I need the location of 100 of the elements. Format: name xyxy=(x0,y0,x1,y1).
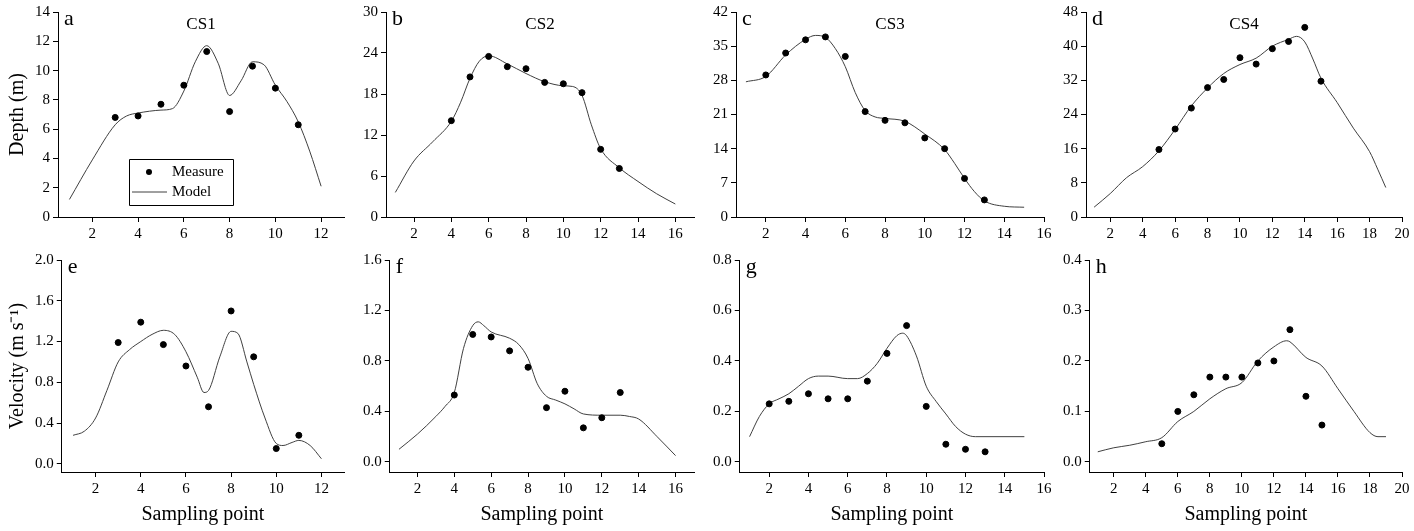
y-tick-label: 35 xyxy=(713,37,728,54)
x-tick-label: 16 xyxy=(668,479,684,496)
point xyxy=(157,100,165,108)
point xyxy=(1174,407,1182,415)
point xyxy=(561,387,569,395)
y-tick-label: 0.8 xyxy=(363,351,382,368)
y-tick-label: 0 xyxy=(1070,207,1078,224)
x-tick-label: 14 xyxy=(996,224,1013,241)
x-tick-label: 2 xyxy=(413,479,422,496)
point xyxy=(541,78,549,86)
point xyxy=(182,362,190,370)
x-tick-label: 18 xyxy=(1362,479,1378,496)
x-tick-label: 14 xyxy=(630,224,646,241)
point xyxy=(579,424,587,432)
x-tick-label: 2 xyxy=(410,224,418,241)
point xyxy=(1190,391,1198,399)
point xyxy=(841,52,849,60)
x-tick-label: 12 xyxy=(957,479,973,496)
x-tick-label: 20 xyxy=(1394,224,1410,241)
point xyxy=(205,403,213,411)
y-tick-label: 0.3 xyxy=(1063,301,1082,318)
legend-label: Measure xyxy=(172,162,224,179)
legend-label: Model xyxy=(172,182,212,199)
y-tick-label: 1.2 xyxy=(35,332,54,349)
y-tick-label: 0.4 xyxy=(713,351,733,368)
x-tick-label: 12 xyxy=(957,224,973,241)
point xyxy=(1254,359,1262,367)
y-tick-label: 40 xyxy=(1063,37,1078,54)
line-series xyxy=(749,332,1025,438)
annotation: b xyxy=(392,4,403,30)
point xyxy=(447,117,455,125)
point xyxy=(921,134,929,142)
y-tick-label: 30 xyxy=(363,2,378,19)
point xyxy=(1270,357,1278,365)
y-tick-label: 21 xyxy=(713,105,728,122)
point xyxy=(1318,421,1326,429)
line-series xyxy=(68,45,322,200)
x-tick-label: 2 xyxy=(1106,224,1115,241)
point xyxy=(203,48,211,56)
point xyxy=(227,307,235,315)
point xyxy=(961,174,969,182)
x-tick-label: 8 xyxy=(1203,224,1212,241)
point xyxy=(903,322,911,330)
y-tick-label: 14 xyxy=(713,139,729,156)
point xyxy=(961,445,969,453)
y-tick-label: 6 xyxy=(42,120,51,137)
chart-title: CS2 xyxy=(525,13,555,33)
x-tick-label: 14 xyxy=(1298,479,1314,496)
point xyxy=(1187,104,1195,112)
y-tick-label: 0.2 xyxy=(1063,351,1082,368)
point xyxy=(881,116,889,124)
y-tick-label: 7 xyxy=(720,173,729,190)
y-tick-label: 12 xyxy=(35,32,50,49)
y-tick-label: 18 xyxy=(363,84,378,101)
y-tick-label: 0.0 xyxy=(1063,452,1082,469)
point xyxy=(762,71,770,79)
line-series xyxy=(745,34,1025,208)
point xyxy=(1285,37,1293,45)
x-tick-label: 12 xyxy=(1264,224,1280,241)
x-tick-label: 16 xyxy=(1329,224,1346,241)
point xyxy=(1158,440,1166,448)
point xyxy=(1236,54,1244,62)
x-tick-label: 8 xyxy=(1206,479,1214,496)
chart-title: CS3 xyxy=(875,13,905,33)
x-tick-label: 16 xyxy=(1036,224,1052,241)
x-tick-label: 6 xyxy=(182,479,191,496)
point xyxy=(294,121,302,129)
x-tick-label: 2 xyxy=(765,479,773,496)
point xyxy=(1204,84,1212,92)
y-tick-label: 0.4 xyxy=(363,402,383,419)
x-tick-label: 16 xyxy=(1036,479,1052,496)
chart-title: CS1 xyxy=(186,13,216,33)
x-tick-label: 6 xyxy=(1171,224,1180,241)
y-tick-label: 2.0 xyxy=(35,250,54,267)
point xyxy=(980,196,988,204)
x-tick-label: 8 xyxy=(883,479,891,496)
x-tick-label: 12 xyxy=(593,224,609,241)
x-tick-label: 6 xyxy=(484,224,493,241)
y-tick-label: 0.0 xyxy=(363,452,382,469)
y-tick-label: 0 xyxy=(370,207,378,224)
y-tick-label: 0.8 xyxy=(713,250,732,267)
point xyxy=(1317,77,1325,85)
x-tick-label: 14 xyxy=(1297,224,1313,241)
x-tick-label: 2 xyxy=(88,224,97,241)
point xyxy=(1238,373,1246,381)
x-tick-label: 12 xyxy=(1266,479,1282,496)
x-tick-label: 4 xyxy=(804,479,813,496)
point xyxy=(159,341,167,349)
point xyxy=(1155,146,1163,154)
point xyxy=(615,164,623,172)
x-tick-label: 4 xyxy=(1138,224,1147,241)
point xyxy=(1301,23,1309,31)
x-tick-label: 4 xyxy=(134,224,143,241)
point xyxy=(1268,45,1276,53)
y-tick-label: 48 xyxy=(1063,2,1078,19)
x-tick-label: 8 xyxy=(524,479,532,496)
annotation: g xyxy=(745,252,757,278)
y-tick-label: 24 xyxy=(363,43,379,60)
y-axis-title: Velocity (m s⁻¹) xyxy=(5,302,29,430)
x-axis-title: Sampling point xyxy=(830,502,954,526)
